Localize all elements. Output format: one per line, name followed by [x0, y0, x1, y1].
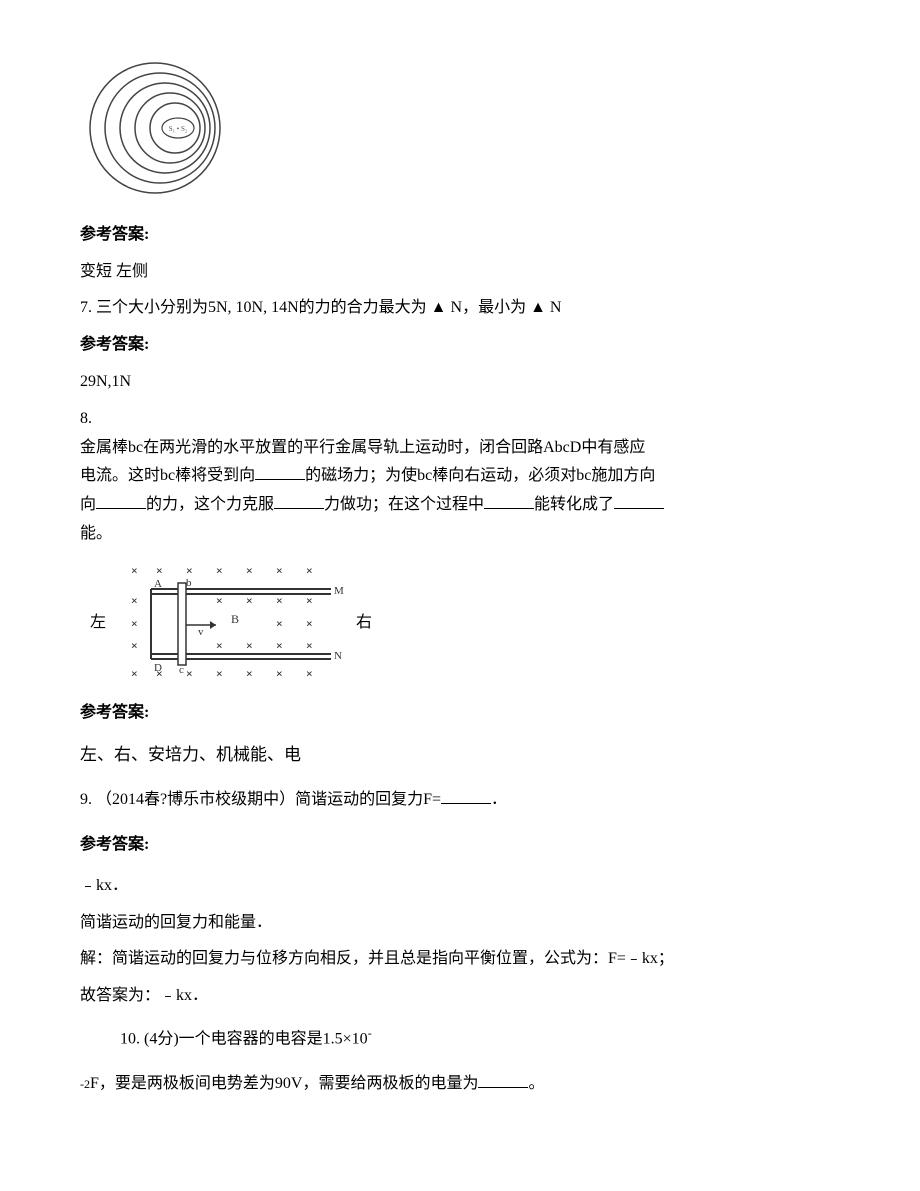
blank-input[interactable]	[484, 493, 534, 509]
svg-text:×: ×	[246, 594, 253, 607]
svg-text:×: ×	[306, 617, 313, 630]
q7-text1: 三个大小分别为5N, 10N, 14N的力的合力最大为	[92, 299, 431, 316]
svg-text:×: ×	[306, 639, 313, 652]
answer-text-q8: 左、右、安培力、机械能、电	[80, 740, 840, 771]
q10-text1: (4分)一个电容器的电容是1.5×10	[144, 1030, 368, 1047]
svg-text:×: ×	[131, 667, 138, 680]
svg-text:×: ×	[186, 667, 193, 680]
q8-line4: 能。	[80, 520, 840, 549]
concentric-circles-diagram: S₁ • S₂	[80, 50, 840, 211]
q7-text2: N，最小为	[447, 299, 531, 316]
q8-line1: 金属棒bc在两光滑的水平放置的平行金属导轨上运动时，闭合回路AbcD中有感应	[80, 434, 840, 463]
explanation-title-q9: 简谐运动的回复力和能量．	[80, 909, 840, 938]
svg-text:×: ×	[131, 639, 138, 652]
answer-text-q7: 29N,1N	[80, 368, 840, 397]
explanation-line2-q9: 故答案为：﹣kx．	[80, 982, 840, 1011]
svg-text:×: ×	[131, 564, 138, 577]
question-7: 7. 三个大小分别为5N, 10N, 14N的力的合力最大为 ▲ N，最小为 ▲…	[80, 294, 840, 323]
answer-label-q7: 参考答案:	[80, 331, 840, 360]
question-number-7: 7.	[80, 299, 92, 316]
q7-text3: N	[546, 299, 562, 316]
svg-text:×: ×	[276, 639, 283, 652]
question-number-10: 10.	[120, 1030, 140, 1047]
q9-text: （2014春?博乐市校级期中）简谐运动的回复力F=	[96, 791, 441, 808]
label-b: b	[186, 577, 192, 589]
label-N: N	[334, 650, 342, 662]
triangle-icon: ▲	[530, 294, 546, 323]
question-number-8: 8.	[80, 410, 92, 427]
q10-sup2: -2	[80, 1077, 90, 1091]
svg-text:×: ×	[216, 667, 223, 680]
label-B: B	[231, 612, 239, 626]
answer-label-q6: 参考答案:	[80, 221, 840, 250]
question-10-line2: -2F，要是两极板间电势差为90V，需要给两极板的电量为 。	[80, 1070, 840, 1099]
circuit-diagram-container: 左 ××××××× ××××× ××× ××××× ××××××× A b D …	[80, 559, 840, 689]
svg-text:×: ×	[156, 564, 163, 577]
q8-l2-p1: 电流。这时bc棒将受到向	[80, 467, 255, 484]
blank-input[interactable]	[255, 464, 305, 480]
q10-sup: -	[368, 1026, 372, 1040]
svg-text:×: ×	[246, 639, 253, 652]
triangle-icon: ▲	[431, 294, 447, 323]
right-label: 右	[356, 609, 372, 638]
explanation-line1-q9: 解：简谐运动的回复力与位移方向相反，并且总是指向平衡位置，公式为：F=﹣kx；	[80, 945, 840, 974]
q8-l2-p2: 的磁场力；为使bc棒向右运动，必须对bc施加方向	[305, 467, 655, 484]
q8-l3-p1: 向	[80, 496, 96, 513]
q9-text2: ．	[491, 791, 507, 808]
label-c: c	[179, 664, 184, 676]
blank-input[interactable]	[478, 1072, 528, 1088]
question-10: 10. (4分)一个电容器的电容是1.5×10-	[80, 1023, 840, 1054]
answer-text-q9: ﹣kx．	[80, 872, 840, 901]
question-number-9: 9.	[80, 791, 92, 808]
question-8: 8. 金属棒bc在两光滑的水平放置的平行金属导轨上运动时，闭合回路AbcD中有感…	[80, 405, 840, 549]
svg-text:×: ×	[246, 667, 253, 680]
svg-text:×: ×	[276, 617, 283, 630]
label-v: v	[198, 626, 204, 638]
svg-text:×: ×	[186, 564, 193, 577]
label-A: A	[154, 578, 162, 590]
blank-input[interactable]	[96, 493, 146, 509]
q10-text3: 。	[528, 1075, 544, 1092]
svg-text:×: ×	[216, 639, 223, 652]
svg-text:×: ×	[131, 617, 138, 630]
circuit-diagram: ××××××× ××××× ××× ××××× ××××××× A b D c …	[116, 559, 346, 689]
answer-text-q6: 变短 左侧	[80, 258, 840, 287]
answer-label-q9: 参考答案:	[80, 831, 840, 860]
q8-l3-p3: 力做功；在这个过程中	[324, 496, 484, 513]
svg-text:×: ×	[276, 667, 283, 680]
svg-text:S₁ • S₂: S₁ • S₂	[169, 125, 188, 133]
answer-label-q8: 参考答案:	[80, 699, 840, 728]
blank-input[interactable]	[274, 493, 324, 509]
q8-l3-p4: 能转化成了	[534, 496, 614, 513]
blank-input[interactable]	[441, 788, 491, 804]
svg-text:×: ×	[246, 564, 253, 577]
left-label: 左	[90, 609, 106, 638]
q8-l3-p2: 的力，这个力克服	[146, 496, 274, 513]
svg-text:×: ×	[276, 594, 283, 607]
svg-text:×: ×	[276, 564, 283, 577]
label-M: M	[334, 585, 344, 597]
svg-text:×: ×	[306, 667, 313, 680]
label-D: D	[154, 662, 162, 674]
svg-text:×: ×	[306, 564, 313, 577]
svg-text:×: ×	[216, 564, 223, 577]
svg-text:×: ×	[306, 594, 313, 607]
blank-input[interactable]	[614, 493, 664, 509]
svg-text:×: ×	[131, 594, 138, 607]
svg-text:×: ×	[216, 594, 223, 607]
question-9: 9. （2014春?博乐市校级期中）简谐运动的回复力F= ．	[80, 786, 840, 815]
q10-text2: F，要是两极板间电势差为90V，需要给两极板的电量为	[90, 1075, 478, 1092]
